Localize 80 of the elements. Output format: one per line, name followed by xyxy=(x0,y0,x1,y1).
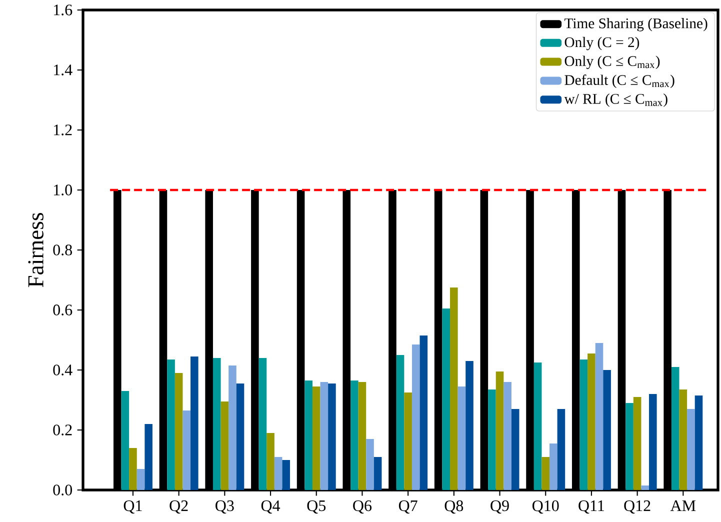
bar xyxy=(258,358,267,490)
x-tick-label: Q5 xyxy=(307,500,326,514)
bar xyxy=(542,457,550,490)
bar xyxy=(504,382,512,490)
x-tick-label: AM xyxy=(670,500,696,511)
x-tick-label: Q3 xyxy=(216,500,234,514)
y-tick-label: 1.2 xyxy=(54,124,72,136)
bar xyxy=(649,394,657,490)
y-axis-title: Fairness xyxy=(28,213,44,288)
legend-label: Only (C = 2) xyxy=(564,36,640,50)
x-tick-label: Q6 xyxy=(353,500,372,514)
bar xyxy=(396,355,404,490)
bar xyxy=(129,448,137,490)
bar xyxy=(228,366,236,490)
bar xyxy=(588,354,596,490)
bar xyxy=(236,384,244,490)
bar xyxy=(626,403,634,490)
bar xyxy=(534,362,542,490)
y-tick-label: 1.4 xyxy=(54,64,72,76)
bar xyxy=(511,409,520,490)
bar xyxy=(595,343,604,490)
bar xyxy=(557,409,566,490)
y-tick-label: 0.8 xyxy=(53,244,72,256)
x-tick-label: Q11 xyxy=(578,500,604,514)
y-tick-label: 1.0 xyxy=(54,184,72,196)
bar xyxy=(580,360,588,490)
bar xyxy=(450,288,458,490)
legend-label: w/ RL (C ≤ C$_{max}$) xyxy=(564,94,668,107)
bar xyxy=(144,424,152,490)
bar xyxy=(136,469,145,490)
bar xyxy=(212,358,221,490)
y-tick-label: 1.6 xyxy=(54,4,72,16)
bar xyxy=(641,486,649,490)
bar xyxy=(220,402,229,490)
legend-label: Time Sharing (Baseline) xyxy=(564,18,708,32)
bar xyxy=(350,380,358,490)
bar xyxy=(420,336,428,490)
bar xyxy=(190,356,198,490)
legend-label: Only (C ≤ C$_{max}$) xyxy=(564,56,660,70)
bar xyxy=(442,308,450,490)
bar xyxy=(694,396,703,490)
bar xyxy=(412,344,420,490)
bar xyxy=(458,386,466,490)
bar xyxy=(282,460,290,490)
x-tick-label: Q7 xyxy=(398,500,418,514)
bar xyxy=(328,384,336,490)
x-tick-label: Q2 xyxy=(170,500,188,514)
bar xyxy=(266,433,274,490)
bar xyxy=(466,360,474,490)
bar xyxy=(687,409,695,490)
x-tick-label: Q1 xyxy=(124,500,142,514)
x-tick-label: Q10 xyxy=(532,500,559,514)
bar xyxy=(550,444,558,490)
bar xyxy=(312,386,320,490)
bar xyxy=(488,390,496,490)
bar xyxy=(671,367,680,490)
bar xyxy=(633,397,642,490)
y-tick-label: 0.4 xyxy=(53,364,72,376)
bar xyxy=(274,457,282,490)
bar xyxy=(374,457,382,490)
bar xyxy=(320,382,328,490)
x-tick-label: Q4 xyxy=(261,500,280,514)
x-tick-label: Q9 xyxy=(490,500,509,514)
x-tick-label: Q8 xyxy=(444,500,464,514)
y-tick-label: 0.2 xyxy=(53,424,72,436)
bar xyxy=(603,370,611,490)
bar xyxy=(167,360,175,490)
y-tick-label: 0.6 xyxy=(53,304,72,316)
bar xyxy=(404,392,412,490)
bar xyxy=(679,390,688,490)
bar xyxy=(366,439,374,490)
bar xyxy=(182,410,191,490)
bar xyxy=(121,391,130,490)
x-tick-label: Q12 xyxy=(624,500,650,514)
legend-label: Default (C ≤ C$_{max}$) xyxy=(564,74,674,88)
bar xyxy=(358,382,366,490)
y-tick-label: 0.0 xyxy=(53,484,72,496)
bar xyxy=(304,380,312,490)
bar xyxy=(174,373,183,490)
bar xyxy=(496,372,504,490)
